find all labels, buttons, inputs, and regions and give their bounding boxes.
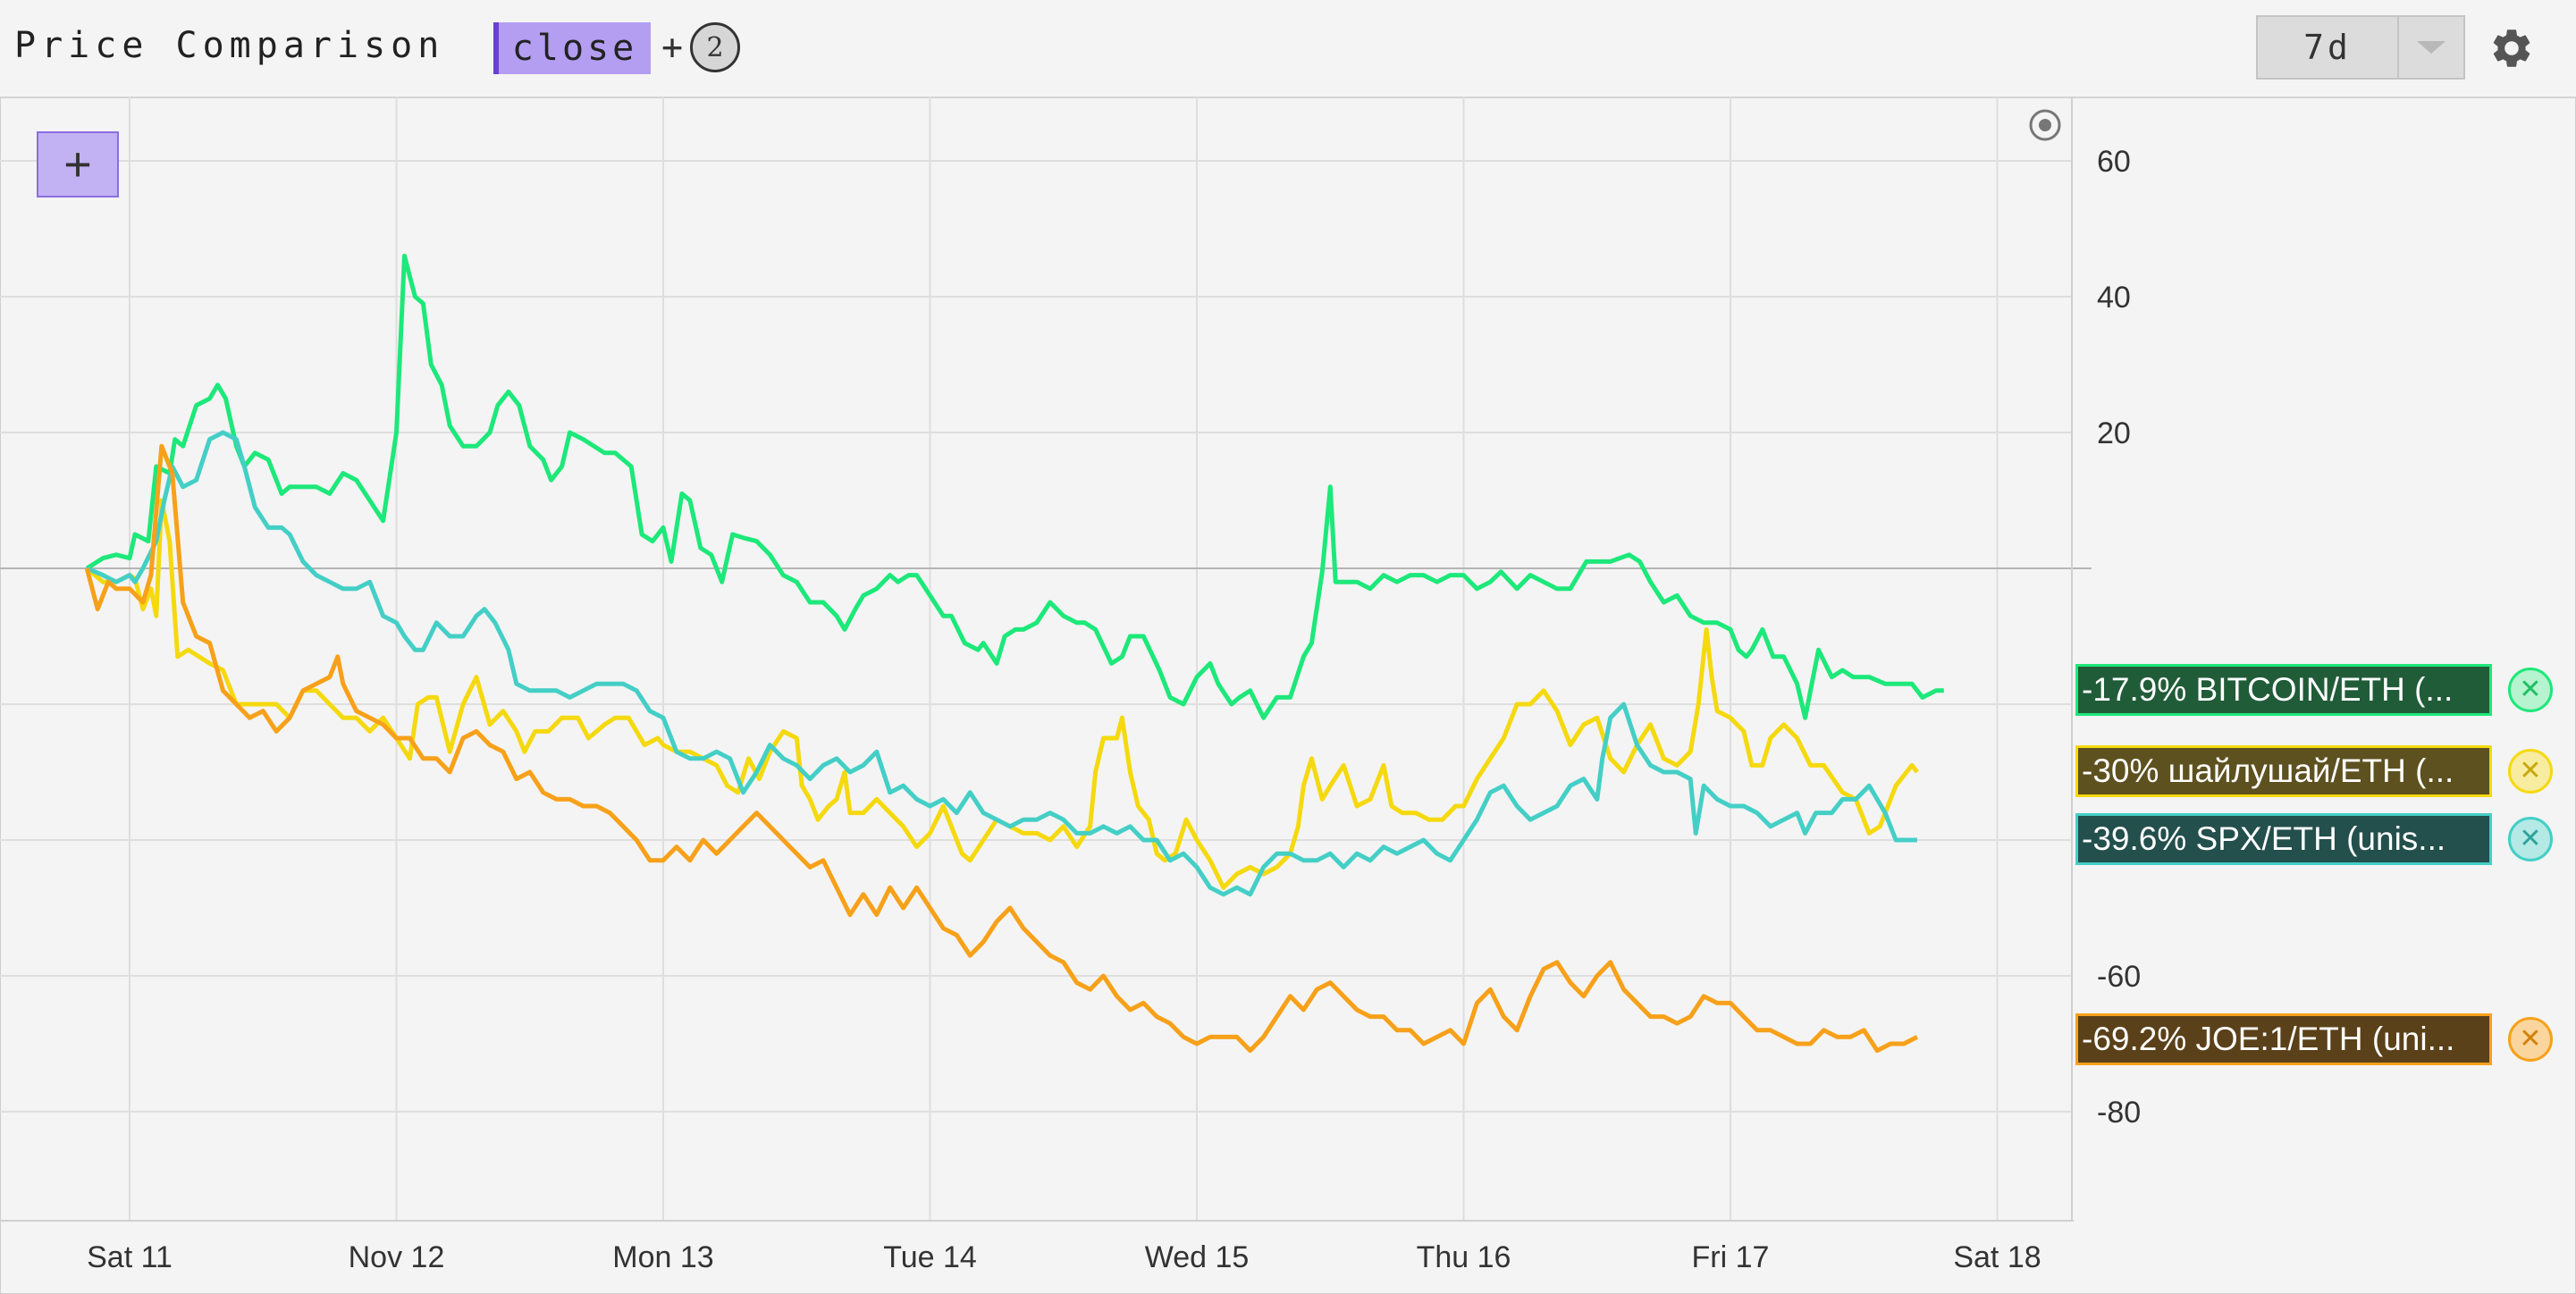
series-line-joe xyxy=(84,443,1919,1054)
grid-lines xyxy=(0,97,2072,1221)
gear-icon[interactable] xyxy=(2488,25,2535,71)
remove-series-bitcoin-close-icon[interactable]: ✕ xyxy=(2508,668,2553,712)
remove-series-joe-close-icon[interactable]: ✕ xyxy=(2508,1017,2553,1062)
x-tick-label: Wed 15 xyxy=(1145,1240,1250,1274)
add-metric-plus[interactable]: + xyxy=(661,27,684,68)
x-tick-label: Mon 13 xyxy=(612,1240,713,1274)
metric-chip-close[interactable]: close xyxy=(493,22,651,74)
x-tick-label: Nov 12 xyxy=(349,1240,445,1274)
x-axis-labels: Sat 11 Nov 12 Mon 13 Tue 14 Wed 15 Thu 16 Fri … xyxy=(87,1240,2041,1274)
chevron-down-icon xyxy=(2417,41,2446,54)
time-range-dropdown[interactable] xyxy=(2397,15,2465,80)
y-tick-label: 20 xyxy=(2097,416,2131,450)
y-tick-label: 40 xyxy=(2097,281,2131,315)
x-tick-label: Sat 11 xyxy=(87,1240,173,1274)
y-tick-label: -80 xyxy=(2097,1096,2141,1130)
remove-series-shailushai-close-icon[interactable]: ✕ xyxy=(2508,749,2553,794)
series-tag-joe[interactable]: -69.2% JOE:1/ETH (uni... xyxy=(2075,1013,2492,1065)
series-line-spx xyxy=(86,430,1917,897)
x-tick-label: Thu 16 xyxy=(1417,1240,1511,1274)
target-icon[interactable] xyxy=(2029,109,2061,141)
add-series-button[interactable]: + xyxy=(37,131,119,197)
series-tag-label: -39.6% SPX/ETH (unis... xyxy=(2082,820,2446,857)
x-tick-label: Sat 18 xyxy=(1953,1240,2041,1274)
target-icon-ring xyxy=(2029,109,2061,141)
series-tag-label: -17.9% BITCOIN/ETH (... xyxy=(2082,671,2454,708)
y-tick-label: -60 xyxy=(2097,960,2141,994)
series-tag-shailushai[interactable]: -30% шайлушай/ETH (... xyxy=(2075,745,2492,797)
page-title: Price Comparison xyxy=(14,25,445,66)
series-tag-label: -69.2% JOE:1/ETH (uni... xyxy=(2082,1021,2455,1057)
series-line-shailushai xyxy=(85,498,1919,890)
series-lines xyxy=(84,253,1944,1054)
header-bar: Price Comparison close + 2 7d xyxy=(0,0,2576,98)
series-tag-label: -30% шайлушай/ETH (... xyxy=(2082,752,2454,789)
target-icon-dot xyxy=(2039,119,2051,131)
time-range-button[interactable]: 7d xyxy=(2256,15,2399,80)
x-tick-label: Fri 17 xyxy=(1692,1240,1770,1274)
series-tag-bitcoin[interactable]: -17.9% BITCOIN/ETH (... xyxy=(2075,664,2492,716)
remove-series-spx-close-icon[interactable]: ✕ xyxy=(2508,817,2553,861)
extra-metrics-count-badge[interactable]: 2 xyxy=(690,22,740,72)
series-tag-spx[interactable]: -39.6% SPX/ETH (unis... xyxy=(2075,813,2492,865)
x-tick-label: Tue 14 xyxy=(883,1240,977,1274)
series-line-bitcoin xyxy=(85,253,1944,720)
y-axis-labels: 60 40 20 -60 -80 xyxy=(2097,145,2141,1130)
y-tick-label: 60 xyxy=(2097,145,2131,179)
plus-icon: + xyxy=(63,138,92,191)
